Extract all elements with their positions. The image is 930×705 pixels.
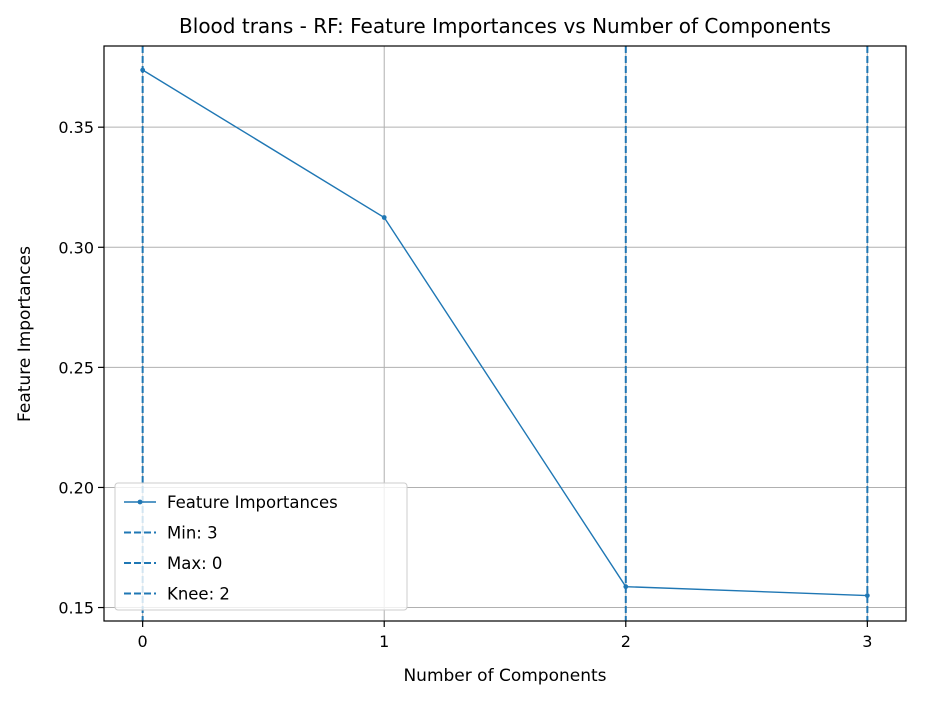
legend-marker <box>137 499 143 505</box>
data-point <box>381 215 387 220</box>
data-point <box>623 584 629 590</box>
x-tick-label: 1 <box>379 632 389 651</box>
legend-box <box>114 482 408 611</box>
x-axis-label: Number of Components <box>403 666 606 686</box>
series-line <box>142 69 868 597</box>
data-point <box>140 67 146 73</box>
x-tick-label: 2 <box>621 632 631 651</box>
legend: Feature Importances Min: 3 Max: 0 Knee: 2 <box>114 482 408 611</box>
y-tick-label: 0.25 <box>58 358 94 377</box>
chart-title: Blood trans - RF: Feature Importances vs… <box>179 14 831 38</box>
y-tick-label: 0.30 <box>58 238 94 257</box>
legend-label: Max: 0 <box>167 554 222 573</box>
y-axis-ticks: 0.15 0.20 0.25 0.30 0.35 <box>58 118 104 618</box>
y-tick-label: 0.35 <box>58 118 94 137</box>
x-tick-label: 3 <box>862 632 872 651</box>
series <box>140 67 870 598</box>
y-tick-label: 0.20 <box>58 478 94 497</box>
x-tick-label: 0 <box>138 632 148 651</box>
x-axis-ticks: 0 1 2 3 <box>138 621 872 651</box>
legend-label: Feature Importances <box>167 493 338 512</box>
legend-label: Knee: 2 <box>167 585 230 604</box>
data-point <box>864 593 870 598</box>
plot-area-frame <box>103 45 907 622</box>
y-tick-label: 0.15 <box>58 599 94 618</box>
legend-label: Min: 3 <box>167 524 218 543</box>
reference-lines <box>141 46 869 621</box>
y-axis-label: Feature Importances <box>15 246 35 422</box>
